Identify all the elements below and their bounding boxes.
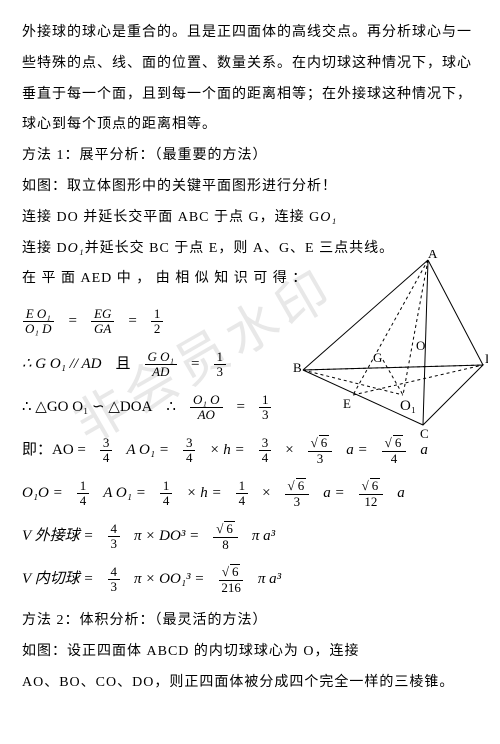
d: 4 — [160, 494, 173, 508]
o1: O₁ — [320, 210, 337, 225]
d: 3 — [259, 408, 272, 422]
para-8: 如图：设正四面体 ABCD 的内切球球心为 O，连接 — [22, 637, 478, 668]
sq: 6 — [296, 478, 307, 493]
d: 12 — [361, 495, 380, 509]
t: 连接 D — [22, 241, 68, 256]
d: AD — [149, 365, 172, 379]
n: 1 — [160, 479, 173, 494]
sq: 6 — [230, 564, 241, 579]
para-5: 连接 DO₁并延长交 BC 于点 E，则 A、G、E 三点共线。 — [22, 234, 478, 265]
sq: 6 — [370, 478, 381, 493]
n: EG — [91, 307, 114, 322]
n: 1 — [259, 393, 272, 408]
d: 8 — [219, 538, 232, 552]
d: AO — [195, 408, 218, 422]
sq: 6 — [319, 435, 330, 450]
pre: O₁O = — [22, 477, 63, 510]
d: 3 — [108, 580, 121, 594]
eq4: 即：AO = 34 A O₁ = 34 × h = 34 × 63 a = 64… — [22, 434, 478, 467]
n: O₁ O — [190, 393, 223, 408]
n: E O₁ — [23, 307, 54, 322]
o1: O₁ — [68, 241, 85, 256]
n: 1 — [77, 479, 90, 494]
para-4: 连接 DO 并延长交平面 ABC 于点 G，连接 GO₁ — [22, 203, 478, 234]
eq2: ∴ G O₁ // AD 且 G O₁AD = 13 — [22, 348, 478, 381]
para-3: 如图：取立体图形中的关键平面图形进行分析！ — [22, 172, 478, 203]
para-9: AO、BO、CO、DO，则正四面体被分成四个完全一样的三棱锥。 — [22, 668, 478, 699]
sq: 6 — [393, 435, 404, 450]
m1: A O₁ = — [103, 477, 146, 510]
d: 4 — [100, 451, 113, 465]
end: a — [420, 434, 428, 467]
m: π × OO₁³ = — [134, 563, 204, 596]
eq7: V 内切球 = 43 π × OO₁³ = 6 216 π a³ — [22, 563, 478, 596]
page-content: 外接球的球心是重合的。且是正四面体的高线交点。再分析球心与一些特殊的点、线、面的… — [22, 18, 478, 699]
end: a — [397, 477, 405, 510]
m3: × — [262, 477, 270, 510]
lbl-D: D — [485, 351, 488, 366]
eq6: V 外接球 = 43 π × DO³ = 6 8 π a³ — [22, 520, 478, 553]
pre: 即：AO = — [22, 434, 86, 467]
sq: 6 — [224, 521, 235, 536]
m4: a = — [323, 477, 344, 510]
t: 连接 DO 并延长交平面 ABC 于点 G，连接 G — [22, 210, 320, 225]
eq1: E O₁O₁ D = EGGA = 12 — [22, 305, 478, 338]
d: 3 — [291, 495, 304, 509]
n: 3 — [100, 436, 113, 451]
d: 4 — [388, 452, 401, 466]
pre: ∴ G O₁ // AD — [22, 348, 101, 381]
para-6: 在 平 面 AED 中 ， 由 相 似 知 识 可 得 ： — [22, 264, 478, 295]
t2: 并延长交 BC 于点 E，则 A、G、E 三点共线。 — [85, 241, 395, 256]
a: ∴ △GO O₁ ∽ △DOA — [22, 391, 152, 424]
and: 且 — [115, 348, 130, 381]
end: π a³ — [258, 563, 281, 596]
pre: V 内切球 = — [22, 563, 94, 596]
method2-title: 方法 2：体积分析：（最灵活的方法） — [22, 606, 478, 637]
n: 3 — [183, 436, 196, 451]
end: π a³ — [252, 520, 275, 553]
m3: × — [285, 434, 293, 467]
n: G O₁ — [145, 350, 178, 365]
d: 3 — [214, 365, 227, 379]
b: ∴ — [166, 391, 176, 424]
d: O₁ D — [22, 322, 55, 336]
m1: A O₁ = — [126, 434, 169, 467]
eq5: O₁O = 14 A O₁ = 14 × h = 14 × 63 a = 612… — [22, 477, 478, 510]
d: 4 — [77, 494, 90, 508]
n: 1 — [151, 307, 164, 322]
n: 3 — [259, 436, 272, 451]
d: 4 — [183, 451, 196, 465]
d: 3 — [108, 537, 121, 551]
m2: × h = — [209, 434, 244, 467]
n: 1 — [236, 479, 249, 494]
n: 1 — [214, 350, 227, 365]
n: 4 — [108, 522, 121, 537]
n: 4 — [108, 565, 121, 580]
para-intro: 外接球的球心是重合的。且是正四面体的高线交点。再分析球心与一些特殊的点、线、面的… — [22, 18, 478, 141]
pre: V 外接球 = — [22, 520, 94, 553]
d: GA — [91, 322, 114, 336]
d: 216 — [218, 581, 244, 595]
m2: × h = — [186, 477, 221, 510]
d: 4 — [259, 451, 272, 465]
eq3: ∴ △GO O₁ ∽ △DOA ∴ O₁ OAO = 13 — [22, 391, 478, 424]
d: 3 — [314, 452, 327, 466]
m4: a = — [346, 434, 367, 467]
method1-title: 方法 1：展平分析：（最重要的方法） — [22, 141, 478, 172]
m: π × DO³ = — [134, 520, 199, 553]
d: 4 — [236, 494, 249, 508]
d: 2 — [151, 322, 164, 336]
